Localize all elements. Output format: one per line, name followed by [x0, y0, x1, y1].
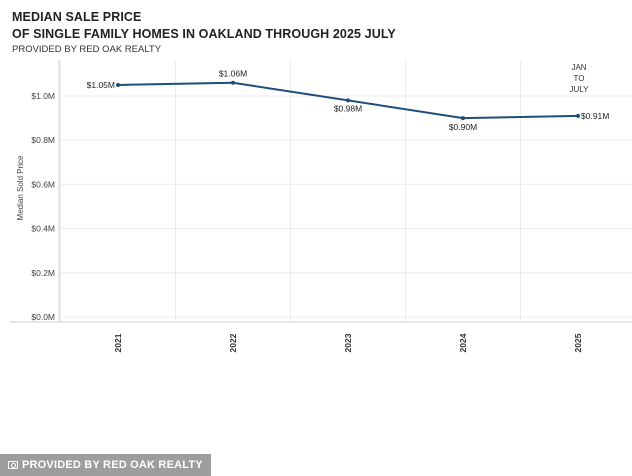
- y-tick-label: $0.8M: [31, 135, 55, 145]
- watermark-badge: PROVIDED BY RED OAK REALTY: [0, 454, 211, 476]
- title-block: MEDIAN SALE PRICE OF SINGLE FAMILY HOMES…: [12, 9, 396, 57]
- data-point: [231, 80, 235, 85]
- x-tick-label: 2024: [458, 333, 468, 352]
- data-label: $1.05M: [87, 80, 115, 90]
- data-point: [346, 98, 350, 103]
- chart-title-line-1: MEDIAN SALE PRICE: [12, 10, 142, 24]
- y-tick-label: $0.0M: [31, 312, 55, 322]
- y-tick-label: $0.2M: [31, 268, 55, 278]
- x-tick-label: 2021: [113, 333, 123, 352]
- chart-title-line-2: OF SINGLE FAMILY HOMES IN OAKLAND THROUG…: [12, 27, 396, 41]
- x-tick-label: 2025: [573, 333, 583, 352]
- data-point: [461, 116, 465, 121]
- annotation-line: JAN: [571, 63, 586, 72]
- x-tick-label: 2022: [228, 333, 238, 352]
- annotation-line: JULY: [570, 85, 590, 94]
- y-axis-title: Median Sold Price: [16, 155, 25, 220]
- y-tick-label: $1.0M: [31, 91, 55, 101]
- annotation-line: TO: [574, 74, 585, 83]
- data-label: $0.98M: [334, 103, 362, 113]
- camera-icon: [8, 461, 18, 469]
- y-tick-label: $0.6M: [31, 179, 55, 189]
- data-label: $0.90M: [449, 122, 477, 132]
- y-tick-label: $0.4M: [31, 224, 55, 234]
- data-point: [116, 82, 120, 87]
- watermark-label: PROVIDED BY RED OAK REALTY: [22, 459, 203, 471]
- data-label: $1.06M: [219, 69, 247, 79]
- x-tick-label: 2023: [343, 333, 353, 352]
- data-label: $0.91M: [581, 111, 609, 121]
- data-point: [576, 113, 580, 118]
- chart-subtitle: PROVIDED BY RED OAK REALTY: [12, 44, 162, 55]
